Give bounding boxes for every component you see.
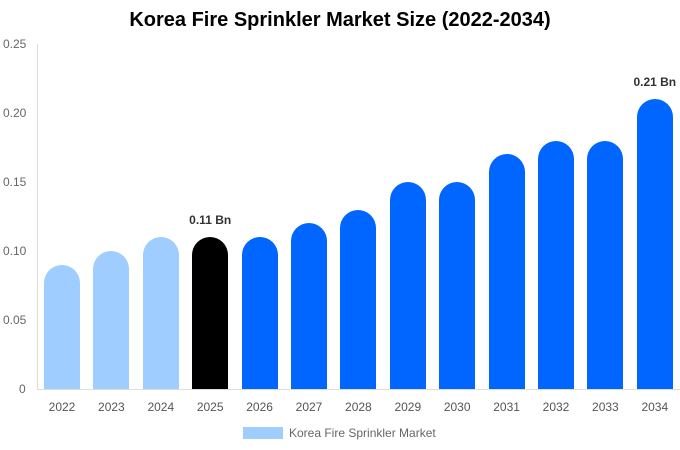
x-axis-line bbox=[37, 389, 680, 390]
y-tick-label: 0 bbox=[19, 382, 26, 396]
chart-title: Korea Fire Sprinkler Market Size (2022-2… bbox=[129, 9, 551, 31]
y-tick-label: 0.10 bbox=[3, 244, 27, 258]
data-label: 0.11 Bn bbox=[189, 213, 232, 228]
bar-2027[interactable] bbox=[291, 223, 327, 389]
y-tick-label: 0.25 bbox=[3, 37, 27, 51]
bar-2023[interactable] bbox=[93, 251, 130, 389]
x-tick-label: 2034 bbox=[641, 400, 669, 414]
x-tick-label: 2022 bbox=[48, 400, 76, 414]
bar-2032[interactable] bbox=[538, 140, 574, 389]
x-tick-label: 2024 bbox=[147, 400, 175, 414]
bar-2033[interactable] bbox=[587, 140, 624, 389]
bar-2022[interactable] bbox=[44, 264, 80, 389]
x-tick-label: 2029 bbox=[394, 400, 422, 414]
x-tick-label: 2031 bbox=[493, 400, 520, 414]
x-tick-label: 2032 bbox=[542, 400, 570, 414]
bar-2030[interactable] bbox=[439, 182, 476, 389]
bar-2028[interactable] bbox=[340, 209, 377, 389]
x-tick-label: 2025 bbox=[196, 400, 224, 414]
x-tick-label: 2033 bbox=[592, 400, 619, 414]
legend[interactable]: Korea Fire Sprinkler Market bbox=[243, 426, 436, 440]
bar-2026[interactable] bbox=[241, 237, 278, 389]
y-tick-label: 0.15 bbox=[3, 175, 27, 189]
x-tick-label: 2027 bbox=[295, 400, 323, 414]
bar-2024[interactable] bbox=[142, 237, 179, 389]
bar-2034[interactable] bbox=[636, 99, 673, 389]
data-label: 0.21 Bn bbox=[633, 75, 677, 90]
x-tick-label: 2028 bbox=[345, 400, 372, 414]
y-tick-label: 0.20 bbox=[3, 106, 27, 120]
x-tick-label: 2023 bbox=[98, 400, 125, 414]
x-tick-label: 2030 bbox=[443, 400, 471, 414]
bar-2029[interactable] bbox=[389, 182, 426, 389]
bar-2031[interactable] bbox=[488, 154, 525, 389]
bar-2025[interactable] bbox=[192, 237, 229, 389]
y-axis-line bbox=[37, 44, 38, 389]
legend-swatch bbox=[243, 427, 283, 439]
y-tick-label: 0.05 bbox=[3, 313, 27, 327]
legend-label: Korea Fire Sprinkler Market bbox=[289, 426, 436, 440]
x-tick-label: 2026 bbox=[246, 400, 273, 414]
